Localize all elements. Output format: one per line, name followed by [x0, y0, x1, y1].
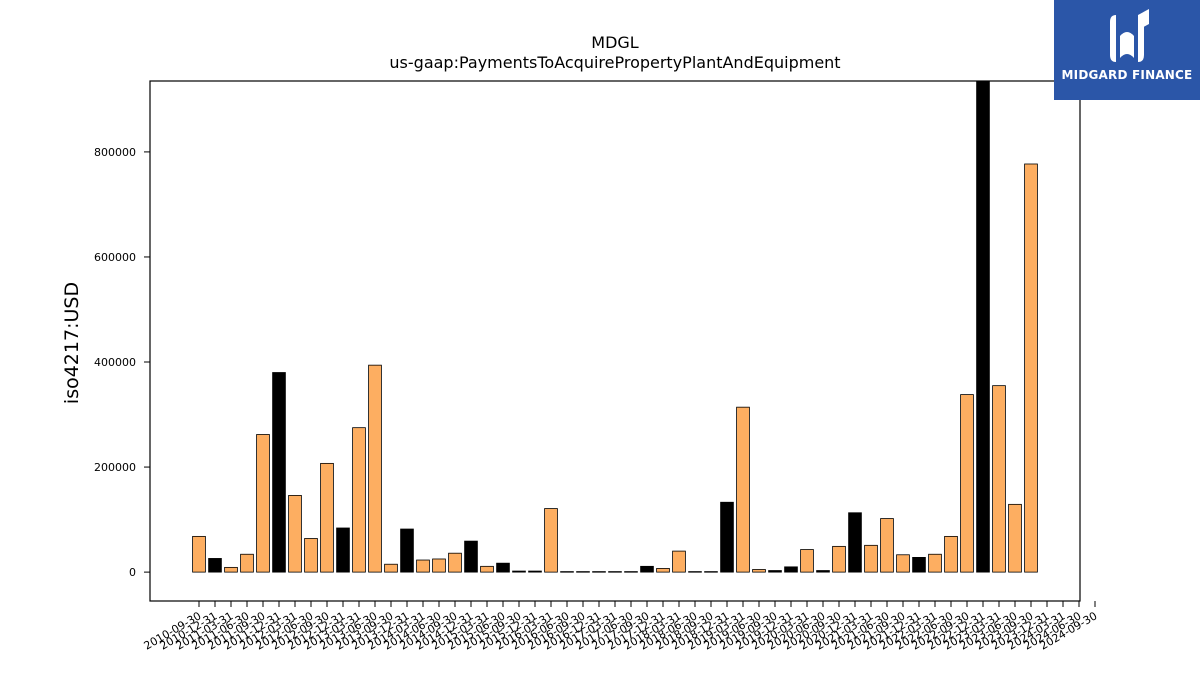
bar-2017-09-30	[640, 565, 654, 573]
chart-title: MDGL	[591, 33, 639, 52]
bar-2016-12-31	[592, 571, 606, 573]
bar-2014-12-31	[464, 540, 478, 573]
bar-2022-06-30	[944, 535, 958, 573]
bar-2022-12-31	[976, 80, 990, 573]
plot-frame	[149, 80, 1081, 602]
bar-2013-09-30	[384, 563, 398, 573]
bar-2018-09-30	[704, 571, 718, 573]
bar-2014-06-30	[432, 558, 446, 573]
bar-2017-12-31	[656, 568, 670, 573]
bar-2020-12-31	[848, 512, 862, 573]
bar-2023-09-30	[1024, 163, 1038, 573]
bar-2010-12-31	[208, 558, 222, 573]
bar-2022-09-30	[960, 394, 974, 573]
logo-text: MIDGARD FINANCE	[1061, 68, 1193, 82]
bar-2020-03-31	[800, 549, 814, 573]
y-tick-label: 600000	[94, 251, 136, 264]
bar-2016-09-30	[576, 571, 590, 573]
bar-2012-12-31	[336, 527, 350, 573]
bar-2023-03-31	[992, 385, 1006, 573]
bar-2020-06-30	[816, 570, 830, 573]
bar-2016-03-31	[544, 508, 558, 573]
y-tick-label: 0	[129, 566, 136, 579]
bar-2011-06-30	[240, 553, 254, 573]
bar-2018-06-30	[688, 571, 702, 573]
midgard-logo-icon	[1110, 9, 1149, 62]
bar-2019-03-31	[736, 406, 750, 573]
bar-2017-06-30	[624, 571, 638, 573]
bar-2015-09-30	[512, 570, 526, 573]
bar-2020-09-30	[832, 545, 846, 573]
bar-2012-03-31	[288, 495, 302, 573]
bar-2023-06-30	[1008, 503, 1022, 573]
bar-2021-06-30	[880, 518, 894, 573]
bar-2015-12-31	[528, 570, 542, 573]
chart-subtitle: us-gaap:PaymentsToAcquirePropertyPlantAn…	[389, 53, 840, 72]
bar-2014-09-30	[448, 552, 462, 573]
y-tick-label: 400000	[94, 356, 136, 369]
bar-2011-03-31	[224, 566, 238, 573]
bar-2016-06-30	[560, 571, 574, 573]
bar-2022-03-31	[928, 553, 942, 573]
bar-2011-09-30	[256, 434, 270, 573]
y-tick-label: 800000	[94, 146, 136, 159]
bar-2017-03-31	[608, 571, 622, 573]
x-axis: 2010-09-302010-12-312011-03-312011-06-30…	[142, 601, 1100, 653]
bar-2011-12-31	[272, 372, 286, 573]
bar-2021-09-30	[896, 554, 910, 573]
midgard-finance-logo: MIDGARD FINANCE	[1054, 0, 1200, 100]
y-tick-label: 200000	[94, 461, 136, 474]
bar-2014-03-31	[416, 559, 430, 573]
bar-2013-03-31	[352, 427, 366, 573]
bar-2021-12-31	[912, 557, 926, 573]
bar-2018-03-31	[672, 550, 686, 573]
y-axis: 0 200000 400000 600000 800000	[94, 146, 150, 579]
bar-2015-03-31	[480, 565, 494, 573]
bar-2012-09-30	[320, 462, 334, 573]
bar-2012-06-30	[304, 538, 318, 573]
bar-2019-12-31	[784, 566, 798, 573]
y-axis-label: iso4217:USD	[61, 282, 83, 404]
bar-2018-12-31	[720, 501, 734, 573]
bar-2019-09-30	[768, 570, 782, 573]
bar-2015-06-30	[496, 562, 510, 573]
bar-2021-03-31	[864, 544, 878, 573]
bar-2010-09-30	[192, 535, 206, 573]
bar-2013-12-31	[400, 528, 414, 573]
bar-2019-06-30	[752, 569, 766, 573]
bar-2013-06-30	[368, 364, 382, 573]
plot-area	[192, 80, 1038, 573]
